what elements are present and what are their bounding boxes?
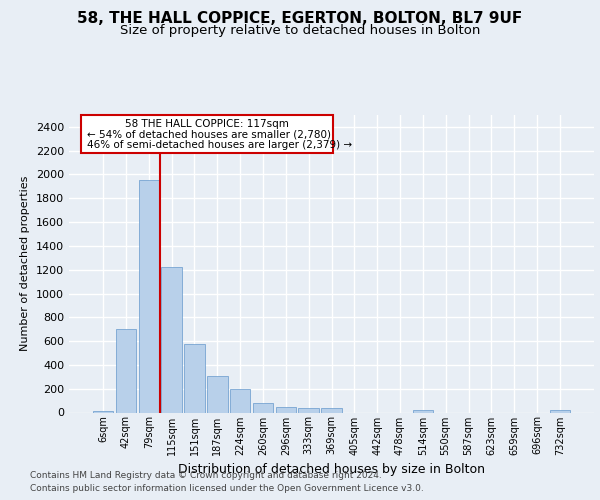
Bar bbox=[139, 180, 159, 412]
Bar bbox=[184, 344, 205, 412]
Text: Contains public sector information licensed under the Open Government Licence v3: Contains public sector information licen… bbox=[30, 484, 424, 493]
X-axis label: Distribution of detached houses by size in Bolton: Distribution of detached houses by size … bbox=[178, 463, 485, 476]
Bar bbox=[161, 268, 182, 412]
Bar bbox=[253, 403, 273, 412]
Text: Size of property relative to detached houses in Bolton: Size of property relative to detached ho… bbox=[120, 24, 480, 37]
Text: 58, THE HALL COPPICE, EGERTON, BOLTON, BL7 9UF: 58, THE HALL COPPICE, EGERTON, BOLTON, B… bbox=[77, 11, 523, 26]
Bar bbox=[116, 329, 136, 412]
Text: ← 54% of detached houses are smaller (2,780): ← 54% of detached houses are smaller (2,… bbox=[87, 129, 331, 139]
Bar bbox=[230, 388, 250, 412]
Bar bbox=[207, 376, 227, 412]
Bar bbox=[298, 408, 319, 412]
Bar bbox=[550, 410, 570, 412]
Bar bbox=[275, 407, 296, 412]
Bar bbox=[321, 408, 342, 412]
Text: 46% of semi-detached houses are larger (2,379) →: 46% of semi-detached houses are larger (… bbox=[87, 140, 352, 150]
Y-axis label: Number of detached properties: Number of detached properties bbox=[20, 176, 31, 352]
Bar bbox=[93, 410, 113, 412]
Text: Contains HM Land Registry data © Crown copyright and database right 2024.: Contains HM Land Registry data © Crown c… bbox=[30, 471, 382, 480]
Text: 58 THE HALL COPPICE: 117sqm: 58 THE HALL COPPICE: 117sqm bbox=[125, 119, 289, 129]
Bar bbox=[413, 410, 433, 412]
